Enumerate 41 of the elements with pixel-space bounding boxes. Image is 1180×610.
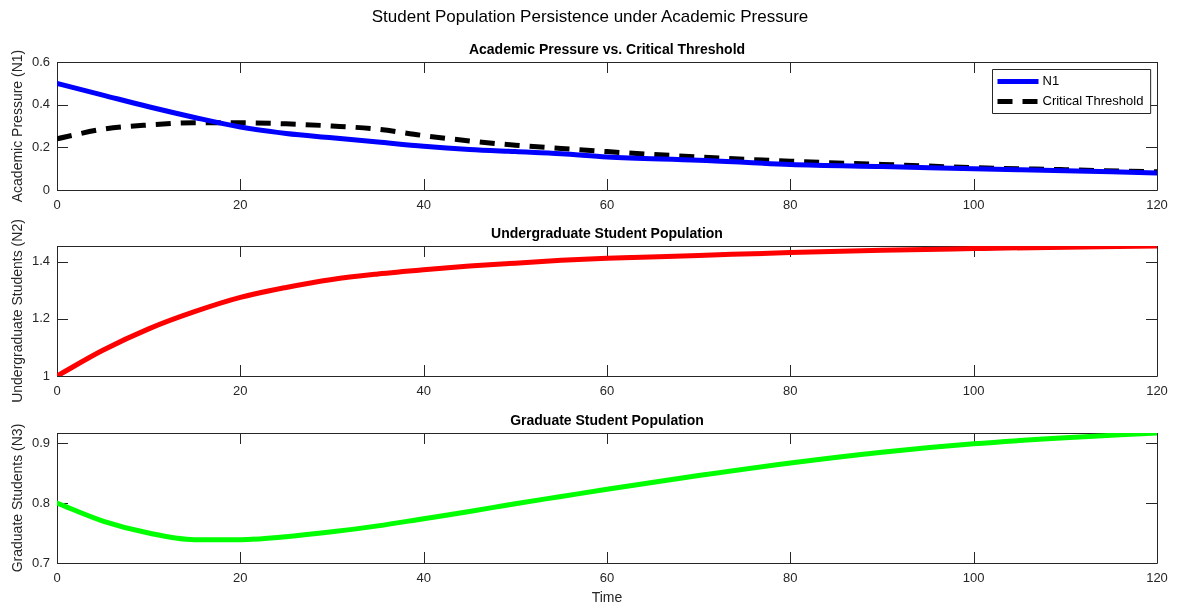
y-tick-label: 0.6 (31, 53, 50, 69)
chart-subtitle: Academic Pressure vs. Critical Threshold (468, 40, 746, 57)
y-tick-label: 0.2 (31, 138, 50, 154)
y-tick-label: 0.7 (31, 554, 50, 570)
y-tick-label: 0 (42, 181, 50, 197)
x-tick-label: 0 (53, 570, 61, 586)
x-tick-label: 120 (1146, 570, 1168, 586)
x-tick-label: 60 (599, 570, 615, 586)
y-axis-title: Graduate Students (N3) (9, 423, 26, 573)
chart-title: Student Population Persistence under Academic Pressure (371, 6, 809, 26)
x-tick-label: 120 (1146, 383, 1168, 399)
x-tick-label: 60 (599, 383, 615, 399)
y-tick-label: 1 (42, 367, 50, 383)
x-tick-label: 100 (962, 383, 985, 399)
x-tick-label: 80 (783, 570, 798, 586)
y-tick-label: 0.9 (31, 434, 50, 450)
legend-label: N1 (1042, 73, 1060, 89)
x-tick-label: 0 (53, 197, 61, 213)
x-tick-label: 80 (783, 383, 798, 399)
chart-title: Undergraduate Student Population (491, 224, 723, 241)
y-tick-label: 1.4 (31, 253, 50, 269)
x-tick-label: 100 (962, 570, 985, 586)
y-tick-label: 0.4 (31, 96, 50, 112)
y-tick-label: 1.2 (31, 310, 50, 326)
x-tick-label: 100 (962, 197, 985, 213)
chart-title: Graduate Student Population (510, 411, 704, 428)
x-tick-label: 20 (233, 197, 248, 213)
x-tick-label: 20 (233, 383, 248, 399)
x-axis-title: Time (591, 589, 623, 606)
x-tick-label: 20 (233, 570, 248, 586)
y-tick-label: 0.8 (31, 494, 50, 510)
x-tick-label: 60 (599, 197, 615, 213)
y-axis-title: Undergraduate Students (N2) (9, 219, 26, 403)
x-tick-label: 0 (53, 383, 61, 399)
legend-label: Critical Threshold (1042, 93, 1144, 109)
x-tick-label: 120 (1146, 197, 1168, 213)
x-tick-label: 80 (783, 197, 798, 213)
y-axis-title: Academic Pressure (N1) (9, 49, 26, 203)
x-tick-label: 40 (416, 383, 431, 399)
x-tick-label: 40 (416, 197, 431, 213)
x-tick-label: 40 (416, 570, 431, 586)
